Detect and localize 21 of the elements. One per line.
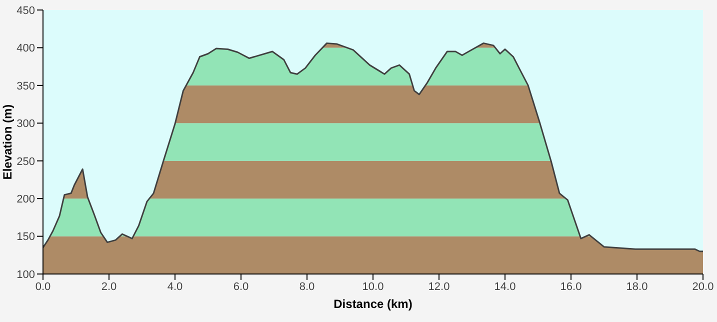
x-tick-label: 6.0 [233, 280, 249, 293]
x-tick-label: 2.0 [101, 280, 117, 293]
y-axis-title: Elevation (m) [0, 104, 14, 180]
y-tick-label: 450 [16, 4, 35, 17]
x-tick-label: 8.0 [299, 280, 315, 293]
x-tick-label: 4.0 [167, 280, 183, 293]
x-tick-label: 12.0 [428, 280, 450, 293]
x-tick-label: 18.0 [626, 280, 648, 293]
x-tick-label: 16.0 [560, 280, 582, 293]
y-tick-label: 150 [16, 231, 35, 244]
x-axis-title: Distance (km) [334, 297, 412, 311]
x-tick-label: 0.0 [35, 280, 51, 293]
x-tick-label: 14.0 [494, 280, 516, 293]
y-tick-label: 100 [16, 268, 35, 281]
y-tick-label: 300 [16, 118, 35, 130]
y-tick-label: 350 [16, 80, 35, 92]
x-tick-label: 20.0 [692, 280, 714, 293]
x-tick-label: 10.0 [362, 280, 384, 293]
y-tick-label: 250 [16, 156, 35, 168]
y-tick-label: 200 [16, 193, 35, 206]
y-tick-label: 400 [16, 42, 35, 55]
